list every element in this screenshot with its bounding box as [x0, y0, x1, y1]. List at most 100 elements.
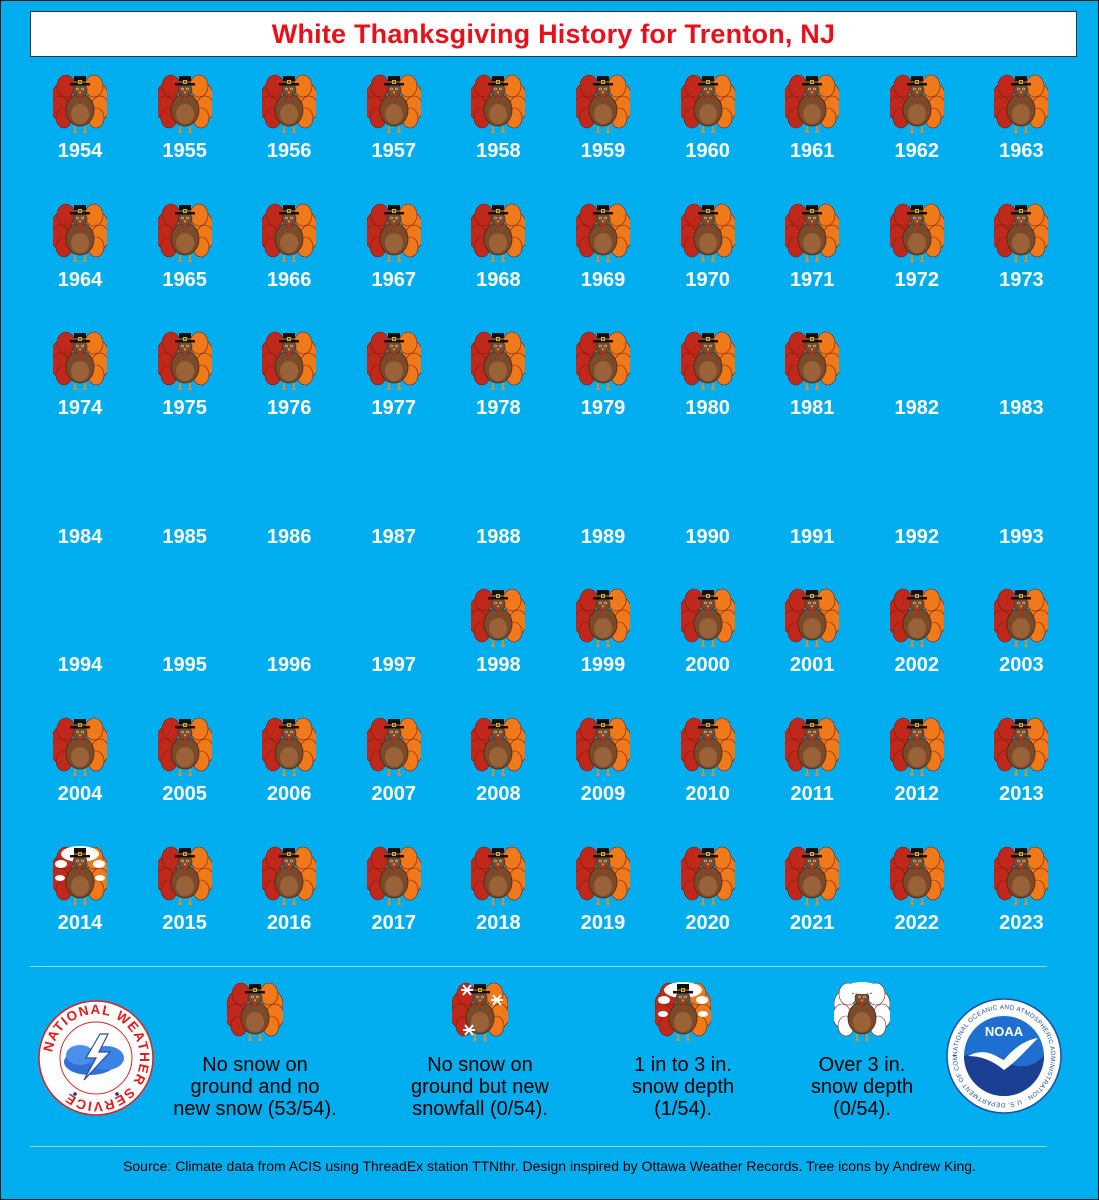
year-cell: 1996 — [237, 584, 341, 708]
turkey-icon — [678, 846, 737, 905]
turkey-light-snow-icon — [50, 845, 110, 905]
year-label: 2012 — [894, 783, 940, 805]
legend-label: 1 in to 3 in. snow depth (1/54). — [583, 1054, 783, 1120]
turkey-icon — [50, 327, 110, 393]
turkey-icon — [50, 199, 110, 265]
year-cell: 1970 — [656, 199, 760, 323]
turkey-icon — [364, 70, 424, 136]
turkey-icon — [50, 70, 110, 136]
turkey-icon — [155, 713, 214, 779]
year-cell: 1957 — [342, 70, 446, 194]
turkey-icon — [259, 331, 319, 390]
turkey-icon — [364, 717, 424, 776]
year-cell: 1998 — [446, 584, 550, 708]
year-cell: 1972 — [865, 199, 969, 323]
turkey-icon — [887, 199, 947, 265]
turkey-icon — [50, 331, 110, 390]
year-cell: 1982 — [865, 327, 969, 451]
year-label: 1966 — [266, 268, 312, 291]
turkey-icon — [364, 713, 424, 779]
turkey-icon — [155, 199, 214, 265]
turkey-icon — [992, 842, 1051, 908]
legend-label-line: snowfall (0/54). — [412, 1098, 548, 1120]
turkey-light-snow-icon — [653, 982, 713, 1041]
turkey-icon — [678, 842, 737, 908]
year-label: 1998 — [476, 654, 521, 677]
year-cell: 1973 — [969, 199, 1073, 323]
year-cell: 1968 — [446, 199, 550, 323]
year-label: 1965 — [162, 268, 207, 291]
turkey-icon — [364, 331, 424, 390]
year-label: 2021 — [789, 911, 835, 934]
year-cell: 1966 — [237, 199, 341, 323]
year-label: 1976 — [266, 397, 312, 420]
year-cell: 1976 — [237, 327, 341, 451]
year-label: 1975 — [162, 397, 207, 420]
year-label: 1971 — [789, 268, 835, 291]
legend-label-line: (0/54). — [833, 1098, 891, 1120]
turkey-icon — [155, 331, 214, 390]
turkey-icon — [782, 70, 842, 136]
turkey-icon — [887, 717, 947, 776]
turkey-icon — [887, 589, 947, 648]
turkey-icon — [887, 584, 947, 650]
turkey-icon — [678, 713, 737, 779]
year-cell: 1988 — [446, 456, 550, 580]
year-cell: 2001 — [760, 584, 864, 708]
year-cell: 1964 — [28, 199, 132, 323]
year-label: 2001 — [789, 654, 835, 677]
year-cell: 2014 — [28, 842, 132, 966]
year-cell: 1969 — [551, 199, 655, 323]
turkey-icon — [887, 203, 947, 262]
year-label: 2010 — [685, 783, 730, 805]
turkey-icon — [469, 713, 528, 779]
legend-item: No snow on ground and no new snow (53/54). — [155, 978, 355, 1120]
year-label: 1955 — [162, 140, 207, 162]
year-label: 2008 — [476, 783, 521, 805]
turkey-icon — [782, 74, 842, 133]
turkey-icon — [469, 327, 528, 393]
legend-label-line: (1/54). — [654, 1098, 712, 1120]
year-label: 1960 — [685, 140, 730, 162]
separator-top — [30, 966, 1047, 967]
turkey-icon — [992, 589, 1051, 648]
turkey-icon — [225, 978, 285, 1044]
year-cell: 1986 — [237, 456, 341, 580]
year-cell: 2004 — [28, 713, 132, 837]
year-cell: 2016 — [237, 842, 341, 966]
turkey-icon — [573, 331, 633, 390]
year-cell: 2010 — [656, 713, 760, 837]
turkey-icon — [782, 203, 842, 262]
year-cell: 1978 — [446, 327, 550, 451]
year-label: 1973 — [999, 268, 1044, 291]
year-cell: 1955 — [133, 70, 237, 194]
nws-logo: NATIONAL WEATHER SERVICE — [38, 1000, 154, 1116]
year-label: 2020 — [685, 911, 730, 934]
legend-label-line: ground but new — [411, 1076, 549, 1098]
year-cell: 1971 — [760, 199, 864, 323]
turkey-icon — [469, 74, 528, 133]
turkey-icon — [573, 846, 633, 905]
year-label: 1997 — [371, 654, 417, 677]
legend-label: Over 3 in. snow depth (0/54). — [762, 1054, 962, 1120]
year-grid: 1954 1955 1956 1957 1958 1959 1960 1961 1962 1963… — [28, 70, 1078, 940]
year-cell: 1992 — [865, 456, 969, 580]
legend-label-line: snow depth — [631, 1076, 735, 1098]
turkey-icon — [469, 589, 528, 648]
turkey-icon — [50, 713, 110, 779]
turkey-icon — [678, 584, 737, 650]
turkey-icon — [155, 717, 214, 776]
year-label: 1961 — [789, 140, 835, 162]
year-cell: 1965 — [133, 199, 237, 323]
turkey-icon — [678, 331, 737, 390]
year-cell: 2022 — [865, 842, 969, 966]
turkey-icon — [782, 842, 842, 908]
turkey-icon — [887, 846, 947, 905]
turkey-icon — [155, 70, 214, 136]
year-label: 1959 — [580, 140, 626, 162]
turkey-icon — [992, 199, 1051, 265]
year-cell: 1987 — [342, 456, 446, 580]
turkey-snowflake-icon — [450, 978, 510, 1044]
year-label: 1972 — [894, 268, 940, 291]
year-cell: 2000 — [656, 584, 760, 708]
